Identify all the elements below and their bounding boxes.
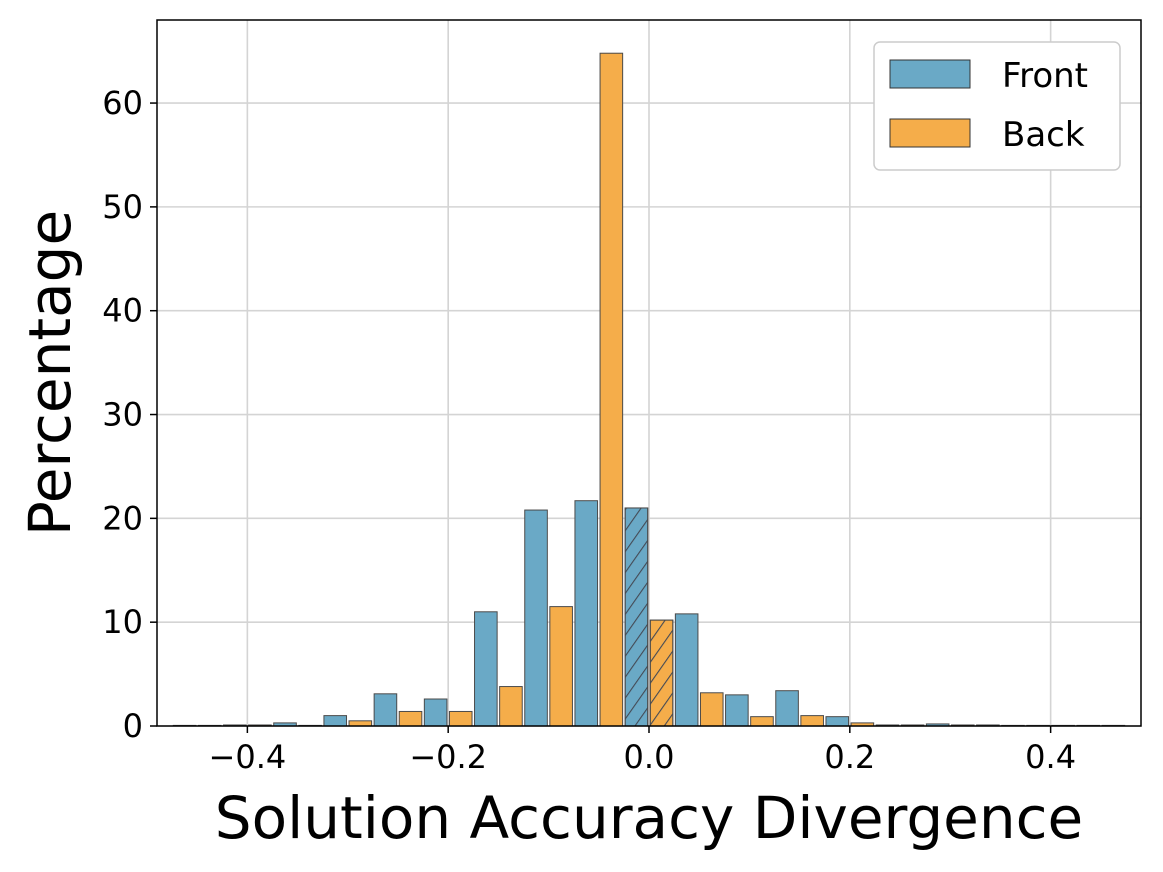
- bar-back: [398, 710, 423, 727]
- x-tick-label: 0.4: [1025, 738, 1076, 776]
- bars: [172, 52, 1126, 727]
- y-tick-label: 60: [102, 84, 143, 122]
- bar-back: [549, 606, 573, 727]
- bar-back: [448, 710, 473, 727]
- bar-front: [323, 715, 348, 727]
- bar-front: [373, 693, 398, 727]
- y-tick-label: 50: [102, 188, 143, 226]
- x-axis-title: Solution Accuracy Divergence: [215, 784, 1083, 852]
- bar-front: [825, 716, 850, 727]
- x-tick-label: −0.4: [209, 738, 287, 776]
- y-tick-label: 40: [102, 292, 143, 330]
- bar-back: [750, 716, 774, 727]
- x-tick-label: 0.2: [824, 738, 875, 776]
- bar-front: [524, 509, 548, 727]
- y-tick-label: 30: [102, 396, 143, 434]
- y-tick-label: 10: [102, 603, 143, 641]
- bar-back-hatch: [649, 619, 674, 727]
- legend: Front Back: [873, 41, 1121, 171]
- bar-back: [599, 52, 624, 727]
- x-tick-label: −0.2: [409, 738, 487, 776]
- bar-front: [423, 698, 448, 727]
- grid-lines: [157, 20, 1141, 727]
- legend-swatch-front: [889, 59, 971, 89]
- x-tick-label: 0.0: [624, 738, 675, 776]
- bar-front: [674, 613, 699, 727]
- y-tick-label: 0: [123, 707, 143, 745]
- bar-back: [699, 692, 724, 727]
- ticks: −0.4 −0.2 0.0 0.2 0.4 0 10 20 30 40 50 60: [102, 84, 1076, 776]
- bar-front: [775, 690, 799, 727]
- bar-front: [725, 694, 749, 727]
- bar-back: [499, 686, 523, 727]
- bar-front-hatch: [624, 507, 649, 727]
- legend-swatch-back: [889, 118, 971, 148]
- legend-label-front: Front: [1002, 56, 1088, 96]
- bar-back: [348, 720, 373, 727]
- bar-back: [800, 715, 824, 727]
- bar-front: [474, 611, 498, 727]
- y-axis-title: Percentage: [16, 210, 84, 536]
- y-tick-label: 20: [102, 499, 143, 537]
- bar-front: [574, 500, 599, 727]
- legend-label-back: Back: [1002, 115, 1085, 155]
